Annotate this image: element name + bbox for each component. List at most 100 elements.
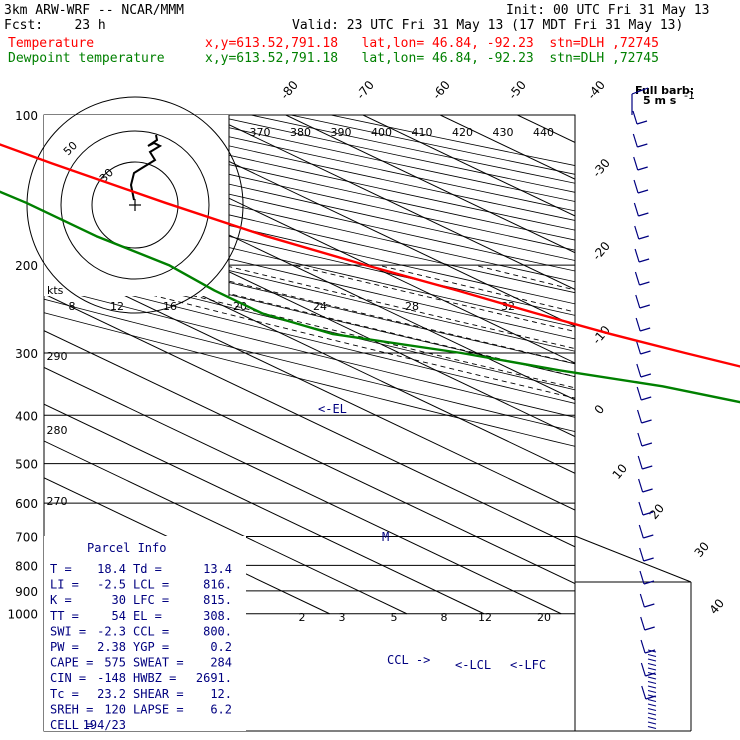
parcel-value: 13.4: [203, 562, 232, 576]
parcel-label: LI =: [50, 578, 79, 592]
mixing-ratio-label: 20: [537, 611, 551, 624]
isotherm-line: [44, 293, 575, 548]
temperature-profile: [0, 143, 740, 368]
wind-barb: [640, 616, 646, 631]
temperature-tick-label: -50: [506, 78, 529, 102]
wind-barb: [638, 501, 644, 516]
parcel-value: 23.2: [97, 687, 126, 701]
wind-barb: [640, 662, 646, 677]
forecast-hour: Fcst: 23 h: [4, 18, 106, 33]
wind-barb: [647, 703, 657, 707]
parcel-value: 284: [210, 656, 232, 670]
wind-barb: [644, 626, 655, 631]
parcel-value: 6.2: [210, 702, 232, 716]
dry-adiabat: [44, 298, 575, 433]
wind-barb: [647, 649, 657, 653]
moist-adiabat: [474, 264, 575, 291]
parcel-label: K =: [50, 593, 72, 607]
pressure-tick-label: 700: [15, 530, 38, 544]
wind-barb: [633, 156, 639, 171]
hodograph-tick-label: 28: [405, 300, 419, 313]
mixing-ratio-label: 2: [299, 611, 306, 624]
hodograph-tick-label: 12: [110, 300, 124, 313]
wind-barb: [647, 667, 657, 671]
parcel-value: 2.38: [97, 640, 126, 654]
wind-barb: [647, 694, 657, 698]
wind-barb: [647, 708, 657, 711]
dry-adiabat: [44, 248, 575, 378]
wind-barb: [634, 248, 640, 263]
wind-barb: [633, 202, 639, 217]
theta-label: 290: [47, 350, 68, 363]
wind-barb: [639, 327, 651, 332]
parcel-label: CELL =: [50, 718, 93, 732]
parcel-label: CIN =: [50, 671, 86, 685]
wind-legend-exponent: -1: [684, 89, 695, 102]
parcel-value: 800.: [203, 624, 232, 638]
wind-barb: [633, 179, 639, 194]
wind-barb: [647, 658, 657, 662]
isotherm-line: [517, 115, 575, 143]
wind-barb: [639, 570, 645, 585]
parcel-label: SWEAT =: [133, 656, 184, 670]
pressure-tick-label: 600: [15, 497, 38, 511]
wind-barb: [637, 143, 648, 148]
wind-barb: [640, 350, 651, 355]
isotherm-line: [131, 115, 575, 327]
dry-adiabat: [290, 115, 575, 175]
hodograph-tick-label: 24: [313, 300, 327, 313]
dry-adiabat: [44, 213, 575, 340]
wind-barb: [637, 455, 643, 470]
wind-barb: [639, 593, 645, 608]
wind-barb: [647, 712, 657, 716]
wind-barb: [641, 442, 653, 447]
wind-barb: [638, 478, 644, 493]
wind-barb: [635, 340, 642, 355]
isotherm-line: [44, 366, 562, 615]
dry-adiabat: [44, 272, 575, 404]
parcel-value: 0.2: [210, 640, 232, 654]
moist-adiabat: [571, 264, 575, 267]
wind-barb: [642, 465, 653, 470]
parcel-value: -2.5: [97, 578, 126, 592]
marker-el: <-EL: [318, 402, 347, 416]
wind-barb: [632, 133, 638, 148]
hodograph-ring: [60, 130, 210, 280]
wind-barb: [643, 534, 654, 539]
temperature-tick-label: 20: [647, 501, 668, 522]
dry-adiabat: [44, 312, 575, 447]
temperature-tick-label: -60: [430, 78, 453, 102]
temperature-tick-label: 10: [610, 461, 631, 482]
wind-barb: [647, 654, 657, 657]
temperature-tick-label: 0: [592, 402, 608, 417]
wind-barb: [647, 690, 657, 693]
isotherm-line: [208, 115, 575, 291]
parcel-label: T =: [50, 562, 72, 576]
temperature-tick-label: -70: [354, 78, 377, 102]
parcel-label: LAPSE =: [133, 702, 184, 716]
parcel-label: PW =: [50, 640, 79, 654]
dry-adiabat: [330, 115, 575, 166]
wind-barb: [647, 726, 657, 729]
wind-barb: [647, 721, 657, 725]
wind-barb: [635, 317, 641, 332]
wind-barb: [637, 189, 649, 194]
theta-label: 430: [493, 126, 514, 139]
parcel-value: 18.4: [97, 562, 126, 576]
pressure-tick-label: 500: [15, 458, 38, 472]
model-title: 3km ARW-WRF -- NCAR/MMM: [4, 3, 185, 18]
mixing-ratio-label: 3: [339, 611, 346, 624]
parcel-value: 308.: [203, 609, 232, 623]
parcel-box: [44, 536, 246, 731]
dry-adiabat: [44, 285, 575, 418]
hodograph-tick-label: 16: [163, 300, 177, 313]
wind-barb: [638, 258, 650, 263]
wind-barb: [643, 580, 655, 585]
wind-barb: [643, 557, 654, 562]
temperature-tick-label: -20: [590, 239, 613, 263]
temperature-tick-label: 30: [692, 539, 713, 560]
isotherm-line: [595, 115, 740, 614]
hodograph-ring: [26, 96, 244, 314]
wind-barb: [641, 419, 652, 424]
